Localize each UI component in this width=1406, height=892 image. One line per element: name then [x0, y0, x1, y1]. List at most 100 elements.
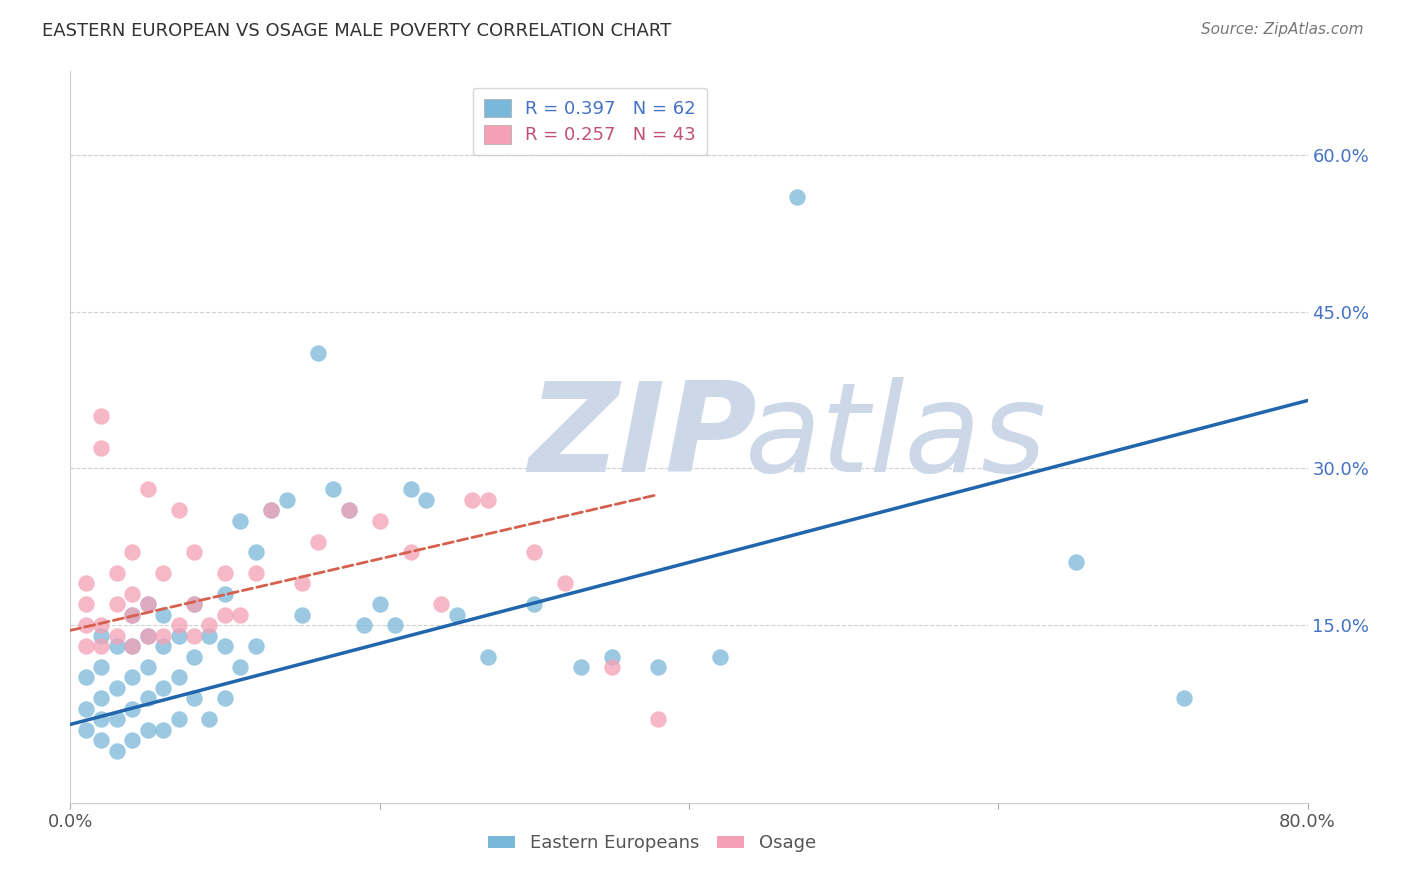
Point [136, 483, 159, 497]
Point [136, 597, 159, 611]
Point [384, 618, 406, 632]
Point [121, 587, 143, 601]
Point [322, 483, 344, 497]
Point [90, 639, 112, 653]
Point [291, 576, 314, 591]
Point [368, 514, 391, 528]
Point [430, 597, 453, 611]
Point [121, 607, 143, 622]
Point [75, 723, 97, 737]
Point [337, 503, 360, 517]
Point [152, 639, 174, 653]
Point [786, 190, 808, 204]
Point [198, 712, 221, 726]
Point [214, 639, 236, 653]
Point [152, 607, 174, 622]
Legend: Eastern Europeans, Osage: Eastern Europeans, Osage [481, 827, 823, 860]
Text: EASTERN EUROPEAN VS OSAGE MALE POVERTY CORRELATION CHART: EASTERN EUROPEAN VS OSAGE MALE POVERTY C… [42, 22, 672, 40]
Point [136, 629, 159, 643]
Point [90, 691, 112, 706]
Point [245, 545, 267, 559]
Point [105, 597, 128, 611]
Point [647, 712, 669, 726]
Point [90, 660, 112, 674]
Point [75, 597, 97, 611]
Point [105, 629, 128, 643]
Point [229, 607, 252, 622]
Point [121, 607, 143, 622]
Point [260, 503, 283, 517]
Point [90, 629, 112, 643]
Point [152, 629, 174, 643]
Point [600, 660, 623, 674]
Point [307, 534, 329, 549]
Point [105, 566, 128, 580]
Point [1064, 556, 1087, 570]
Point [136, 597, 159, 611]
Point [198, 629, 221, 643]
Point [214, 566, 236, 580]
Point [75, 618, 97, 632]
Point [229, 660, 252, 674]
Point [1173, 691, 1195, 706]
Point [399, 483, 422, 497]
Point [105, 681, 128, 695]
Point [446, 607, 468, 622]
Point [121, 702, 143, 716]
Point [167, 618, 190, 632]
Point [167, 503, 190, 517]
Point [121, 639, 143, 653]
Point [75, 576, 97, 591]
Text: atlas: atlas [745, 376, 1046, 498]
Point [368, 597, 391, 611]
Text: ZIP: ZIP [529, 376, 756, 498]
Point [75, 639, 97, 653]
Point [167, 712, 190, 726]
Point [276, 492, 298, 507]
Point [214, 691, 236, 706]
Point [183, 597, 205, 611]
Point [307, 346, 329, 360]
Point [90, 618, 112, 632]
Point [523, 597, 546, 611]
Point [121, 639, 143, 653]
Point [121, 545, 143, 559]
Point [523, 545, 546, 559]
Point [461, 492, 484, 507]
Point [136, 660, 159, 674]
Point [415, 492, 437, 507]
Point [183, 649, 205, 664]
Point [105, 639, 128, 653]
Point [152, 681, 174, 695]
Point [167, 629, 190, 643]
Point [90, 441, 112, 455]
Text: Source: ZipAtlas.com: Source: ZipAtlas.com [1201, 22, 1364, 37]
Point [709, 649, 731, 664]
Point [121, 733, 143, 747]
Point [136, 629, 159, 643]
Point [214, 607, 236, 622]
Point [152, 566, 174, 580]
Point [167, 670, 190, 684]
Point [214, 587, 236, 601]
Point [260, 503, 283, 517]
Point [121, 670, 143, 684]
Point [245, 639, 267, 653]
Point [90, 712, 112, 726]
Point [183, 629, 205, 643]
Point [353, 618, 375, 632]
Point [136, 691, 159, 706]
Point [337, 503, 360, 517]
Point [477, 649, 499, 664]
Point [152, 723, 174, 737]
Point [569, 660, 592, 674]
Point [183, 597, 205, 611]
Point [136, 723, 159, 737]
Point [198, 618, 221, 632]
Point [245, 566, 267, 580]
Point [647, 660, 669, 674]
Point [75, 670, 97, 684]
Point [477, 492, 499, 507]
Point [291, 607, 314, 622]
Point [399, 545, 422, 559]
